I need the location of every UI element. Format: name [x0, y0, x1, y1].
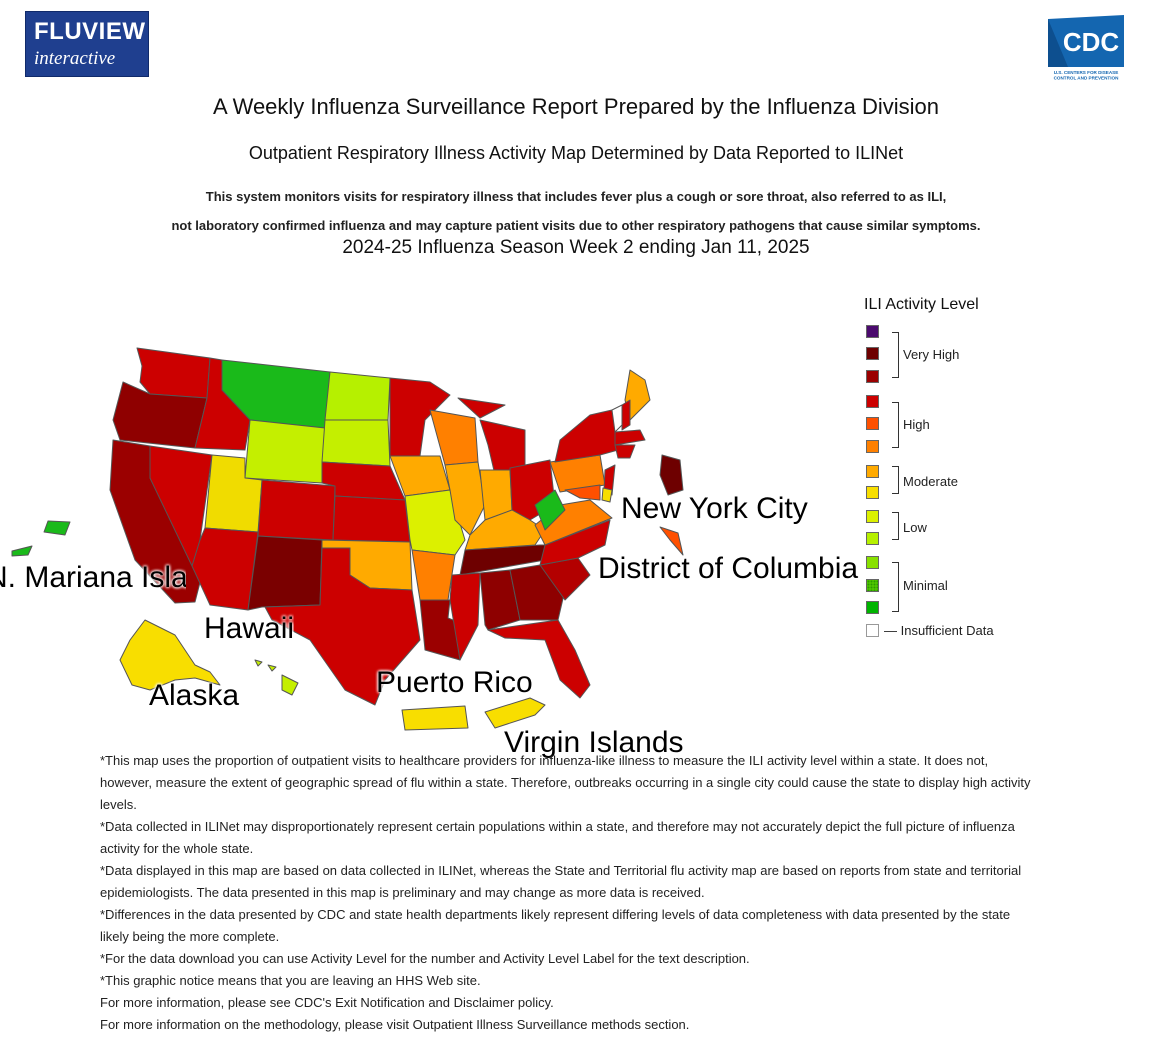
state-nd[interactable]	[324, 371, 391, 421]
legend-label-high: High	[903, 417, 930, 432]
state-de[interactable]	[601, 487, 613, 503]
legend-swatch-level-3	[866, 556, 879, 569]
legend-label-minimal: Minimal	[903, 578, 948, 593]
state-wy[interactable]	[244, 419, 326, 484]
cdc-logo-sub1: U.S. CENTERS FOR DISEASE	[1054, 70, 1119, 75]
legend-label-very-high: Very High	[903, 347, 960, 362]
state-me[interactable]	[624, 369, 651, 421]
state-ct[interactable]	[614, 444, 636, 459]
fluview-logo-title: FLUVIEW	[34, 18, 146, 45]
footnote-3: *Data displayed in this map are based on…	[100, 863, 1022, 900]
state-sd[interactable]	[321, 419, 391, 467]
report-subtitle: Outpatient Respiratory Illness Activity …	[248, 143, 904, 163]
state-wv[interactable]	[534, 489, 566, 531]
legend-swatch-level-11	[866, 370, 879, 383]
state-az[interactable]	[191, 527, 259, 611]
cdc-logo-text: CDC	[1063, 27, 1120, 57]
legend-bracket-high	[892, 402, 899, 448]
state-ak[interactable]	[119, 619, 221, 691]
state-al[interactable]	[479, 569, 521, 631]
legend-swatch-level-12	[866, 347, 879, 360]
state-ms[interactable]	[449, 572, 481, 661]
legend-label-insufficient-data: — Insufficient Data	[884, 623, 994, 638]
legend-label-moderate: Moderate	[903, 474, 958, 489]
legend-swatch-level-10	[866, 395, 879, 408]
state-nh[interactable]	[621, 399, 631, 431]
cdc-logo: CDC U.S. CENTERS FOR DISEASE CONTROL AND…	[1048, 15, 1124, 81]
fluview-logo-subtitle: interactive	[34, 48, 116, 69]
footnote-8: For more information on the methodology,…	[100, 1017, 690, 1032]
footnotes: *This map uses the proportion of outpati…	[100, 750, 1040, 1036]
legend-swatch-level-6	[866, 486, 879, 499]
legend-swatch-level-2	[866, 579, 879, 592]
legend-swatch-level-7	[866, 465, 879, 478]
legend-swatch-level-8	[866, 440, 879, 453]
legend-swatch-level-0	[866, 624, 879, 637]
label-alaska: Alaska	[149, 679, 240, 712]
state-ny[interactable]	[554, 409, 619, 463]
report-description: This system monitors visits for respirat…	[0, 182, 1152, 240]
legend-swatch-level-13	[866, 325, 879, 338]
ili-activity-map	[11, 347, 684, 731]
cdc-logo-sub2: CONTROL AND PREVENTION	[1054, 76, 1120, 81]
label-virgin-islands: Virgin Islands	[504, 726, 684, 759]
state-hi[interactable]	[254, 659, 299, 696]
footnote-4: *Differences in the data presented by CD…	[100, 907, 1011, 944]
label-puerto-rico: Puerto Rico	[376, 666, 533, 699]
state-fl[interactable]	[487, 619, 591, 699]
state-tx[interactable]	[264, 547, 421, 706]
legend-bracket-minimal	[892, 562, 899, 612]
label-hawaii: Hawaii	[204, 612, 294, 645]
footnote-2: *Data collected in ILINet may disproport…	[100, 819, 1015, 856]
footnote-6: *This graphic notice means that you are …	[100, 973, 481, 988]
state-nc[interactable]	[539, 519, 611, 566]
state-dc[interactable]	[659, 526, 684, 556]
state-nmi[interactable]	[11, 520, 71, 557]
report-title: A Weekly Influenza Surveillance Report P…	[213, 94, 939, 119]
state-nyc[interactable]	[659, 454, 684, 496]
state-wa[interactable]	[136, 347, 211, 399]
description-line-2: not laboratory confirmed influenza and m…	[171, 218, 981, 233]
state-nj[interactable]	[603, 464, 616, 496]
legend-swatch-level-1	[866, 601, 879, 614]
state-ma[interactable]	[614, 429, 646, 446]
state-co[interactable]	[257, 479, 336, 541]
legend-swatch-level-5	[866, 510, 879, 523]
state-ks[interactable]	[332, 495, 411, 543]
state-pr[interactable]	[401, 705, 469, 731]
state-nm[interactable]	[247, 535, 323, 611]
legend-label-low: Low	[903, 520, 927, 535]
footnote-7: For more information, please see CDC's E…	[100, 995, 554, 1010]
legend-swatch-level-4	[866, 532, 879, 545]
legend-swatch-level-9	[866, 417, 879, 430]
season-week-title: 2024-25 Influenza Season Week 2 ending J…	[342, 237, 810, 258]
legend-title: ILI Activity Level	[864, 296, 979, 313]
state-vi[interactable]	[484, 697, 546, 729]
label-n-mariana-islands: N. Mariana Islands	[0, 561, 186, 594]
legend-bracket-low	[892, 512, 899, 540]
label-new-york-city: New York City	[621, 492, 808, 525]
legend-bracket-very-high	[892, 332, 899, 378]
fluview-logo: FLUVIEW interactive	[25, 11, 149, 77]
label-district-of-columbia: District of Columbia	[598, 552, 859, 585]
legend: ILI Activity Level Very High High Modera…	[862, 294, 1032, 654]
description-line-1: This system monitors visits for respirat…	[205, 189, 947, 204]
footnote-5: *For the data download you can use Activ…	[100, 951, 750, 966]
legend-bracket-moderate	[892, 466, 899, 494]
state-md[interactable]	[564, 484, 601, 501]
footnote-1: *This map uses the proportion of outpati…	[100, 753, 1031, 812]
state-ar[interactable]	[411, 549, 456, 601]
